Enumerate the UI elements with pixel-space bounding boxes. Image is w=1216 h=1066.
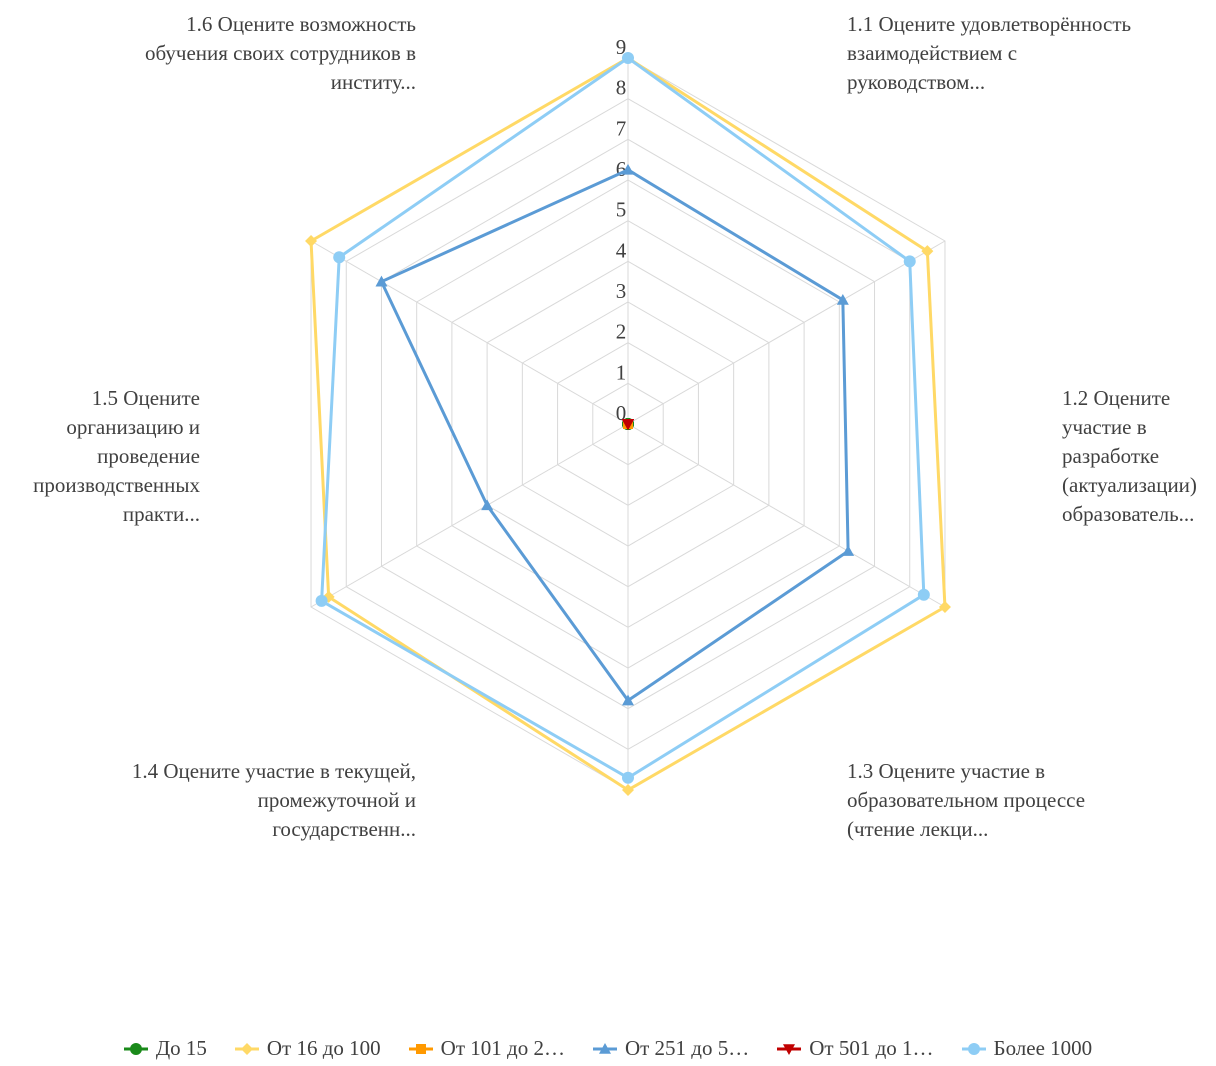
axis-label-line: государственн... [272,817,416,841]
axis-label-line: институ... [330,70,416,94]
legend-marker [598,1042,611,1054]
legend-label: От 501 до 1… [809,1036,934,1060]
axis-label-line: (чтение лекци... [847,817,989,841]
data-point [903,255,916,268]
tick-label: 5 [616,198,627,222]
legend: До 15 От 16 до 100 От 101 до 2… От 251 до 5… [0,1036,1216,1061]
tick-label: 6 [616,157,627,181]
data-point [375,275,388,287]
legend-marker [129,1042,142,1055]
series-5 [622,419,634,430]
data-point [917,588,930,601]
data-point [315,594,328,607]
legend-marker-icon [961,1042,986,1055]
axis-label-line: обучения своих сотрудников в [145,41,416,65]
legend-marker-icon [777,1043,802,1055]
axis-label-line: 1.2 Оцените [1062,386,1171,410]
series-6 [315,52,930,784]
data-point [622,419,634,430]
axis-label-line: практи... [122,502,200,526]
data-point [622,784,634,796]
tick-label: 1 [616,360,627,384]
legend-label: Более 1000 [993,1036,1093,1060]
axis-label-6: 1.6 Оцените возможность обучения своих со… [145,10,416,97]
data-point [622,694,634,706]
axis-label-line: 1.5 Оцените [91,386,200,410]
axis-label-5: 1.5 Оцените организацию и проведение произв… [33,384,200,529]
axis-label-line: 1.3 Оцените участие в [847,759,1046,783]
tick-label: 4 [616,238,627,262]
axis-label-line: 1.1 Оцените удовлетворённость [847,12,1132,36]
spoke-6 [310,240,629,425]
axis-label-3: 1.3 Оцените участие в образовательном про… [847,757,1085,844]
legend-marker-icon [592,1042,617,1054]
axis-label-line: 1.6 Оцените возможность [186,12,416,36]
axis-label-line: образователь... [1062,502,1195,526]
axis-label-1: 1.1 Оцените удовлетворённость взаимодейст… [847,10,1131,97]
axis-label-line: производственных [33,473,200,497]
legend-label: От 16 до 100 [266,1036,381,1060]
series-layer [305,52,951,796]
data-point [938,601,951,613]
spoke-3 [627,423,946,608]
axis-label-line: взаимодействием с [847,41,1018,65]
data-point [305,235,318,247]
legend-item[interactable]: От 16 до 100 [234,1036,381,1061]
axis-label-line: руководством... [847,70,986,94]
spoke-5 [310,423,629,608]
tick-label: 2 [616,320,627,344]
axis-label-line: разработке [1062,444,1160,468]
legend-item[interactable]: Более 1000 [961,1036,1093,1061]
tick-label: 0 [616,401,627,425]
tick-label: 3 [616,279,627,303]
tick-labels: 0 1 2 3 4 5 6 7 8 9 [616,35,627,425]
axis-label-line: 1.4 Оцените участие в текущей, [131,759,416,783]
axis-label-line: проведение [97,444,200,468]
axis-label-line: участие в [1062,415,1147,439]
axis-label-2: 1.2 Оцените участие в разработке (актуализа… [1062,384,1197,529]
legend-item[interactable]: От 251 до 5… [592,1036,750,1061]
legend-marker-icon [408,1043,433,1054]
tick-label: 9 [616,35,627,59]
axis-label-line: образовательном процессе [847,788,1086,812]
data-point [836,293,849,305]
data-point [622,163,634,175]
legend-marker [967,1042,980,1055]
data-point [921,245,934,258]
data-point [842,545,855,556]
axis-label-line: (актуализации) [1062,473,1197,497]
legend-label: От 251 до 5… [624,1036,750,1060]
legend-label: От 101 до 2… [440,1036,565,1060]
legend-item[interactable]: От 101 до 2… [408,1036,565,1061]
data-point [333,251,346,264]
axis-label-line: промежуточной и [257,788,416,812]
tick-label: 7 [616,116,627,140]
legend-marker-icon [123,1042,148,1055]
legend-label: До 15 [155,1036,207,1060]
legend-marker [783,1043,796,1055]
legend-marker-icon [234,1042,259,1055]
series-4 [375,163,855,706]
legend-item[interactable]: До 15 [123,1036,207,1061]
axis-label-4: 1.4 Оцените участие в текущей, промежуточ… [132,757,416,844]
legend-marker [240,1042,253,1055]
tick-label: 8 [616,76,627,100]
legend-item[interactable]: От 501 до 1… [777,1036,934,1061]
spoke-2 [627,240,946,425]
legend-marker [415,1043,426,1054]
axis-label-line: организацию и [66,415,200,439]
data-point [622,771,634,784]
data-point [622,52,634,64]
data-point [481,499,494,511]
